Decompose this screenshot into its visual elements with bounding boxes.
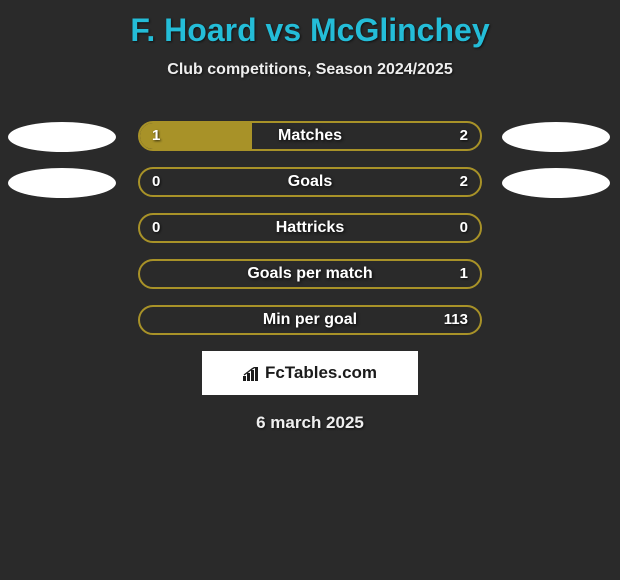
stat-value-right: 2: [448, 123, 480, 149]
subtitle: Club competitions, Season 2024/2025: [0, 61, 620, 79]
stat-row: 12Matches: [0, 121, 620, 153]
stat-row: 113Min per goal: [0, 305, 620, 337]
stat-bar: 1Goals per match: [138, 259, 482, 289]
brand-badge: FcTables.com: [202, 351, 418, 395]
stat-value-left: 0: [140, 215, 172, 241]
stat-label: Goals: [140, 169, 480, 195]
page-title: F. Hoard vs McGlinchey: [0, 0, 620, 49]
player-disc-right: [502, 122, 610, 152]
stat-label: Goals per match: [140, 261, 480, 287]
stat-value-left: [140, 261, 164, 287]
stat-label: Hattricks: [140, 215, 480, 241]
stat-row: 1Goals per match: [0, 259, 620, 291]
stat-value-right: 1: [448, 261, 480, 287]
stat-value-left: 0: [140, 169, 172, 195]
player-disc-left: [8, 168, 116, 198]
stats-container: 12Matches02Goals00Hattricks1Goals per ma…: [0, 121, 620, 337]
brand-label: FcTables.com: [243, 363, 377, 383]
stat-value-left: 1: [140, 123, 172, 149]
stat-label: Min per goal: [140, 307, 480, 333]
stat-bar: 0 2Goals: [138, 167, 482, 197]
chart-icon: [243, 366, 261, 380]
stat-row: 0 0Hattricks: [0, 213, 620, 245]
player-disc-right: [502, 168, 610, 198]
stat-bar: 113Min per goal: [138, 305, 482, 335]
stat-bar: 0 0Hattricks: [138, 213, 482, 243]
stat-value-right: 0: [448, 215, 480, 241]
date-label: 6 march 2025: [0, 413, 620, 433]
brand-text: FcTables.com: [265, 363, 377, 383]
stat-value-right: 2: [448, 169, 480, 195]
player-disc-left: [8, 122, 116, 152]
stat-bar: 12Matches: [138, 121, 482, 151]
stat-value-right: 113: [432, 307, 480, 333]
stat-row: 0 2Goals: [0, 167, 620, 199]
stat-value-left: [140, 307, 164, 333]
